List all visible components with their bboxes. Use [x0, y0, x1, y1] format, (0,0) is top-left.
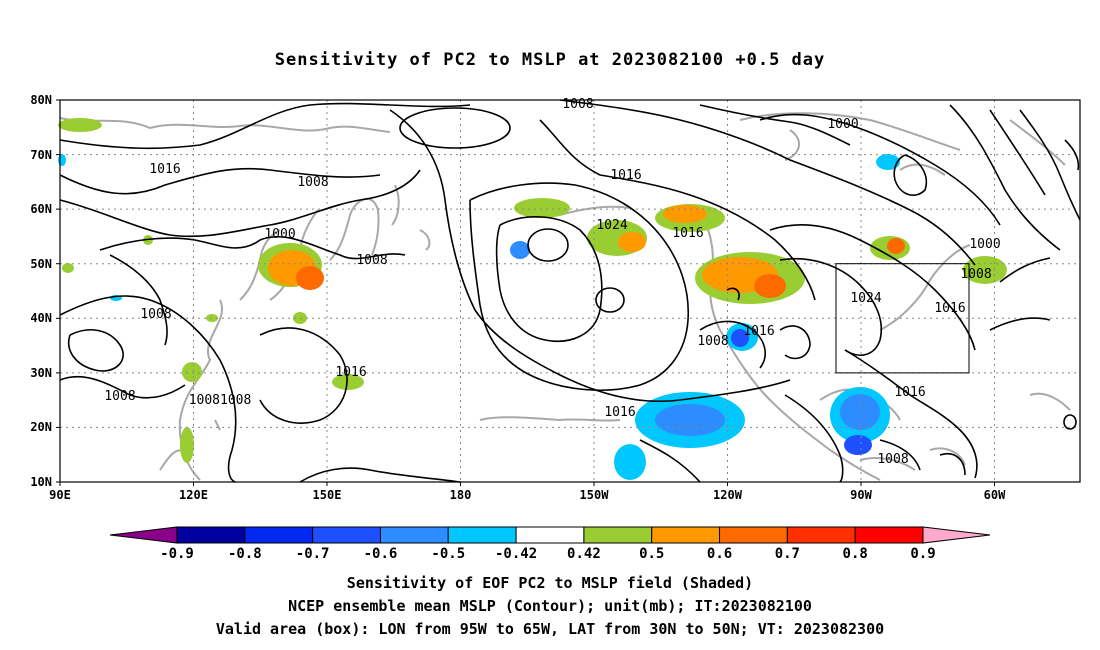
- lon-label: 90E: [49, 488, 71, 502]
- lon-label: 180: [450, 488, 472, 502]
- lon-label: 150W: [580, 488, 610, 502]
- lon-label: 90W: [850, 488, 872, 502]
- contour-label: 1000: [969, 237, 1000, 252]
- lat-label: 20N: [30, 420, 52, 434]
- caption-line-3: Valid area (box): LON from 95W to 65W, L…: [215, 620, 885, 638]
- contour-label: 1000: [827, 117, 858, 132]
- contour-label: 1016: [894, 385, 925, 400]
- caption-line-1: Sensitivity of EOF PC2 to MSLP field (Sh…: [346, 574, 754, 592]
- colorbar-arrow-left: [109, 526, 178, 544]
- lon-label: 150E: [313, 488, 342, 502]
- map-frame: [59, 99, 1081, 483]
- lat-label: 10N: [30, 475, 52, 489]
- grid-lines: [60, 100, 1080, 482]
- contour-label: 1008: [356, 253, 387, 268]
- contour-label: 1008: [877, 452, 908, 467]
- contour-label: 1016: [604, 405, 635, 420]
- colorbar-label: -0.9: [160, 546, 194, 562]
- contour-label: 1016: [335, 365, 366, 380]
- contour-label: 1008: [697, 334, 728, 349]
- colorbar-swatch: [176, 526, 246, 544]
- contour-label: 1008: [562, 97, 593, 112]
- contour-label: 1024: [596, 218, 627, 233]
- shaded-sensitivity: [58, 118, 1007, 480]
- contour-label: 1024: [850, 291, 881, 306]
- colorbar-arrow-right: [922, 526, 991, 544]
- colorbar-swatch: [854, 526, 924, 544]
- lon-label: 60W: [984, 488, 1006, 502]
- contour-label: 1016: [743, 324, 774, 339]
- colorbar-label: 0.8: [843, 546, 868, 562]
- lat-label: 70N: [30, 148, 52, 162]
- lat-label: 50N: [30, 257, 52, 271]
- contour-label: 1016: [610, 168, 641, 183]
- contour-labels: 1008 1016 1008 1000 1008 1008 1016 1008 …: [104, 97, 1000, 467]
- contour-label: 10081008: [189, 393, 252, 408]
- colorbar-label: 0.5: [639, 546, 664, 562]
- contour-label: 1008: [960, 267, 991, 282]
- colorbar: [109, 526, 991, 544]
- colorbar-swatch: [651, 526, 721, 544]
- lat-label: 80N: [30, 93, 52, 107]
- contour-label: 1016: [149, 162, 180, 177]
- lon-labels: 90E 120E 150E 180 150W 120W 90W 60W: [49, 488, 1006, 502]
- colorbar-label: -0.6: [364, 546, 398, 562]
- lat-label: 60N: [30, 202, 52, 216]
- colorbar-label: 0.42: [567, 546, 601, 562]
- colorbar-swatch: [312, 526, 381, 544]
- axis-ticks: [56, 99, 995, 486]
- colorbar-swatch: [379, 526, 449, 544]
- lat-labels: 80N 70N 60N 50N 40N 30N 20N 10N: [30, 93, 52, 489]
- colorbar-label: -0.42: [495, 546, 537, 562]
- lat-label: 30N: [30, 366, 52, 380]
- colorbar-labels: -0.9 -0.8 -0.7 -0.6 -0.5 -0.42 0.42 0.5 0.6 0.7 0.…: [160, 546, 936, 562]
- contour-label: 1008: [297, 175, 328, 190]
- colorbar-swatch: [447, 526, 517, 544]
- colorbar-label: -0.5: [431, 546, 465, 562]
- lat-label: 40N: [30, 311, 52, 325]
- colorbar-label: -0.8: [228, 546, 262, 562]
- valid-area-box: [835, 263, 970, 374]
- colorbar-label: -0.7: [296, 546, 330, 562]
- caption-line-2: NCEP ensemble mean MSLP (Contour); unit(…: [288, 597, 812, 615]
- colorbar-swatch: [719, 526, 788, 544]
- colorbar-swatch: [515, 526, 585, 544]
- contour-label: 1016: [934, 301, 965, 316]
- mslp-contours: [59, 99, 1081, 483]
- coastlines: [59, 112, 1071, 481]
- lon-label: 120W: [713, 488, 743, 502]
- contour-label: 1016: [672, 226, 703, 241]
- colorbar-swatch: [583, 526, 653, 544]
- contour-label: 1008: [140, 307, 171, 322]
- chart-title: Sensitivity of PC2 to MSLP at 2023082100…: [274, 50, 826, 70]
- map-background: [60, 100, 1080, 482]
- colorbar-label: 0.7: [775, 546, 800, 562]
- contour-label: 1000: [264, 227, 295, 242]
- lon-label: 120E: [179, 488, 208, 502]
- colorbar-label: 0.9: [910, 546, 935, 562]
- colorbar-label: 0.6: [707, 546, 732, 562]
- colorbar-swatch: [244, 526, 314, 544]
- contour-label: 1008: [104, 389, 135, 404]
- colorbar-swatch: [786, 526, 856, 544]
